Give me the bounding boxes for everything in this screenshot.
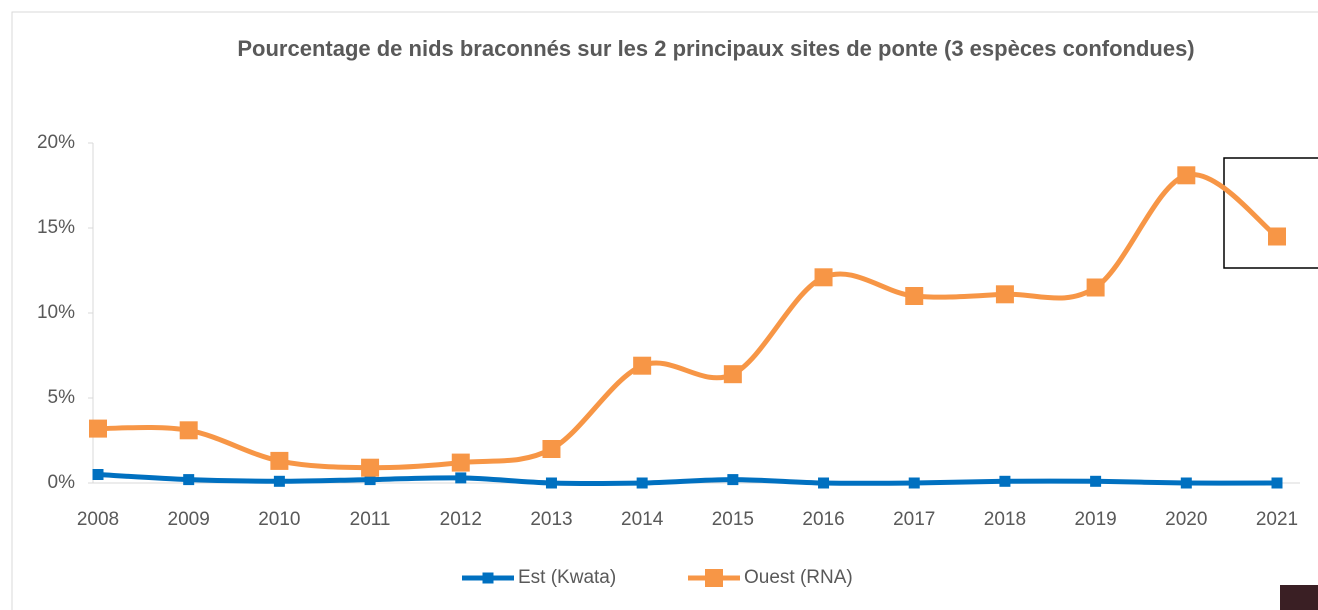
- x-tick-label: 2010: [258, 509, 300, 530]
- page: 0% 5% 10% 15% 20% 2008 2009 2010 2011 2012 2013 201…: [0, 0, 1318, 610]
- y-tick-label: 5%: [48, 387, 76, 408]
- point-marker: [180, 421, 198, 439]
- point-marker: [637, 478, 648, 489]
- point-marker: [996, 285, 1014, 303]
- point-marker: [1181, 478, 1192, 489]
- point-marker: [455, 472, 466, 483]
- legend-marker: [705, 569, 723, 587]
- point-marker: [1177, 166, 1195, 184]
- point-marker: [905, 287, 923, 305]
- point-marker: [815, 268, 833, 286]
- legend-marker: [483, 573, 494, 584]
- x-tick-label: 2011: [350, 509, 391, 530]
- y-tick-label: 10%: [37, 302, 75, 323]
- point-marker: [727, 474, 738, 485]
- x-tick-label: 2021: [1256, 509, 1298, 530]
- point-marker: [270, 452, 288, 470]
- x-tick-label: 2015: [712, 509, 754, 530]
- x-tick-label: 2008: [77, 509, 119, 530]
- point-marker: [93, 469, 104, 480]
- x-tick-label: 2009: [168, 509, 210, 530]
- point-marker: [452, 454, 470, 472]
- point-marker: [724, 365, 742, 383]
- point-marker: [1272, 478, 1283, 489]
- x-tick-label: 2013: [530, 509, 572, 530]
- point-marker: [183, 474, 194, 485]
- point-marker: [633, 357, 651, 375]
- point-marker: [999, 476, 1010, 487]
- point-marker: [1087, 279, 1105, 297]
- series-line: [98, 174, 1277, 467]
- point-marker: [361, 459, 379, 477]
- legend-label: Ouest (RNA): [744, 567, 853, 588]
- x-tick-label: 2017: [893, 509, 935, 530]
- point-marker: [542, 440, 560, 458]
- point-marker: [546, 478, 557, 489]
- chart-title: Pourcentage de nids braconnés sur les 2 …: [196, 30, 1236, 68]
- chart: 0% 5% 10% 15% 20% 2008 2009 2010 2011 2012 2013 201…: [0, 0, 1318, 610]
- x-tick-label: 2014: [621, 509, 664, 530]
- x-tick-label: 2018: [984, 509, 1026, 530]
- y-tick-label: 15%: [37, 217, 75, 238]
- y-tick-label: 20%: [37, 132, 75, 153]
- x-tick-label: 2019: [1074, 509, 1116, 530]
- x-tick-label: 2012: [440, 509, 482, 530]
- point-marker: [1268, 228, 1286, 246]
- point-marker: [274, 476, 285, 487]
- point-marker: [909, 478, 920, 489]
- point-marker: [818, 478, 829, 489]
- x-tick-label: 2020: [1165, 509, 1207, 530]
- x-tick-label: 2016: [802, 509, 844, 530]
- y-tick-label: 0%: [48, 472, 76, 493]
- corner-thumbnail: [1280, 585, 1318, 610]
- point-marker: [89, 420, 107, 438]
- legend-label: Est (Kwata): [518, 567, 616, 588]
- highlight-box: [1224, 158, 1318, 268]
- point-marker: [1090, 476, 1101, 487]
